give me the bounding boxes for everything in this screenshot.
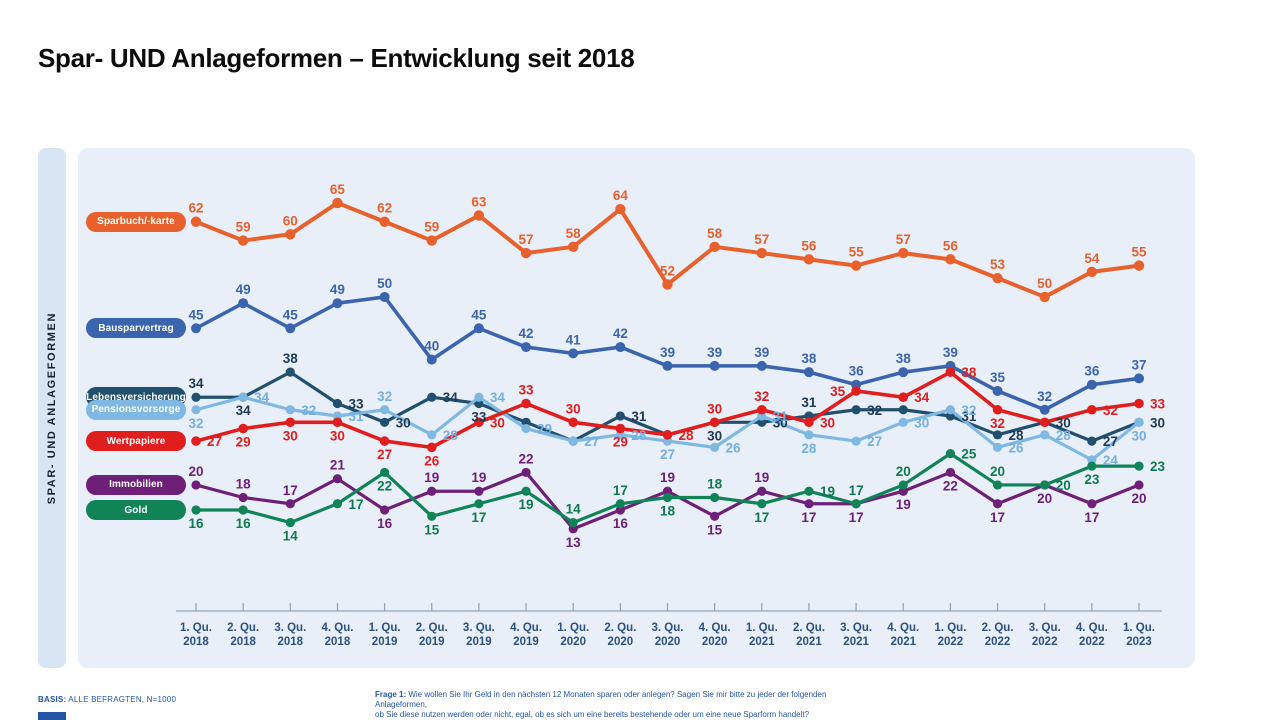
basis-note: BASIS: ALLE BEFRAGTEN, N=1000 (38, 695, 176, 704)
question-line-2: ob Sie diese nutzen werden oder nicht, e… (375, 710, 810, 719)
chart-panel (78, 148, 1195, 668)
basis-text: ALLE BEFRAGTEN, N=1000 (66, 695, 177, 704)
sidebar-category-label: SPAR- UND ANLAGEFORMEN (46, 311, 58, 505)
basis-label: BASIS: (38, 695, 67, 704)
question-note: Frage 1: Wie wollen Sie Ihr Geld in den … (375, 690, 845, 720)
footer-accent-bar (38, 712, 66, 720)
sidebar-category-strip: SPAR- UND ANLAGEFORMEN (38, 148, 66, 668)
page-title: Spar- UND Anlageformen – Entwicklung sei… (38, 43, 635, 74)
question-line-1: Frage 1: Wie wollen Sie Ihr Geld in den … (375, 690, 827, 709)
